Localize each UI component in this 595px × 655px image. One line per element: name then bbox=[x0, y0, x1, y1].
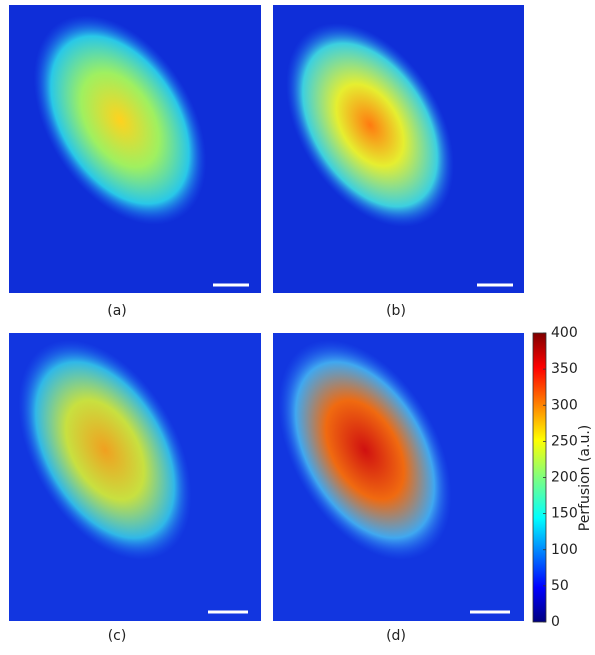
colorbar-tick-label: 250 bbox=[551, 433, 578, 449]
panel-d bbox=[273, 333, 524, 621]
colorbar-tick-label: 200 bbox=[551, 470, 578, 486]
panel-label: (d) bbox=[386, 628, 406, 644]
colorbar-tick-label: 150 bbox=[551, 506, 578, 522]
panel-label: (b) bbox=[386, 303, 406, 319]
colorbar-tick-label: 50 bbox=[551, 578, 569, 594]
colorbar-tick-label: 0 bbox=[551, 614, 560, 630]
panel-c bbox=[9, 333, 261, 621]
colorbar-tick-label: 100 bbox=[551, 542, 578, 558]
colorbar-tick-label: 300 bbox=[551, 397, 578, 413]
colorbar-tick-label: 400 bbox=[551, 325, 578, 341]
panel-label: (a) bbox=[107, 303, 127, 319]
colorbar-label: Perfusion (a.u.) bbox=[577, 425, 593, 531]
colorbar-tick-label: 350 bbox=[551, 361, 578, 377]
panel-label: (c) bbox=[108, 628, 127, 644]
panel-a bbox=[9, 5, 261, 293]
panel-b bbox=[273, 5, 524, 293]
